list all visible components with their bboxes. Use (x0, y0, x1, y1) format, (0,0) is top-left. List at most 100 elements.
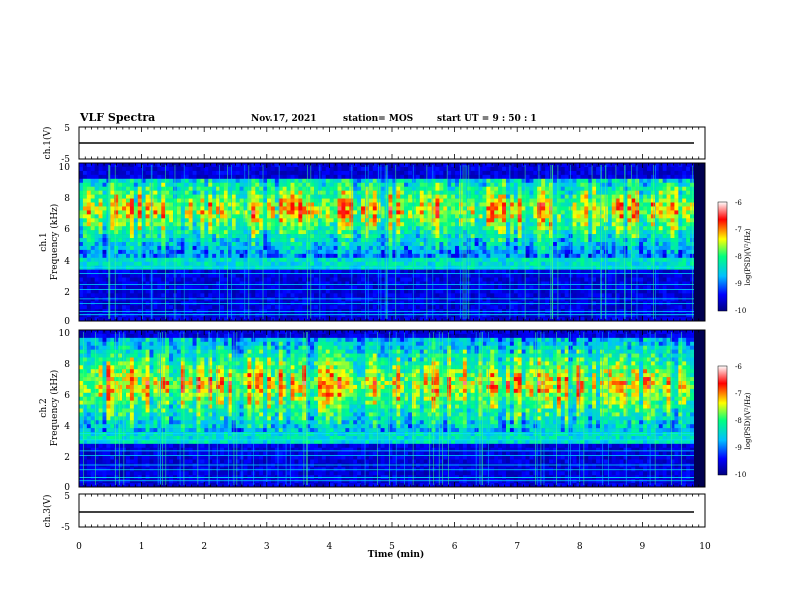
spectrogram-cell (502, 222, 507, 227)
spectrogram-cell (247, 214, 252, 219)
spectrogram-cell (208, 242, 213, 247)
spectrogram-cell (251, 230, 256, 235)
spectrogram-cell (392, 226, 397, 231)
spectrogram-cell (380, 238, 385, 243)
spectrogram-cell (133, 289, 139, 294)
spectrogram-cell (494, 242, 499, 247)
spectrogram-cell (204, 234, 209, 239)
spectrogram-cell (482, 186, 487, 191)
spectrogram-cell (220, 249, 225, 255)
spectrogram-cell (533, 163, 538, 168)
spectrogram-cell (545, 226, 550, 231)
spectrogram-cell (145, 234, 150, 239)
spectrogram-cell (176, 242, 182, 247)
spectrogram-cell (435, 257, 440, 263)
spectrogram-cell (329, 289, 334, 294)
spectrogram-cell (180, 253, 186, 259)
spectrogram-cell (133, 170, 139, 176)
spectrogram-cell (302, 226, 307, 231)
spectrogram-cell (423, 273, 428, 278)
spectrogram-cell (153, 293, 158, 298)
spectrogram-cell (212, 242, 217, 247)
spectrogram-cell (451, 313, 456, 318)
spectrogram-cell (498, 249, 503, 255)
spectrogram-cell (204, 289, 209, 294)
spectrogram-cell (302, 305, 307, 310)
spectrogram-cell (196, 317, 201, 322)
spectrogram-cell (239, 182, 244, 187)
spectrogram-cell (443, 293, 448, 298)
spectrogram-cell (447, 230, 452, 235)
spectrogram-cell (513, 206, 519, 211)
spectrogram-cell (227, 186, 233, 191)
spectrogram-cell (251, 242, 256, 247)
spectrogram-cell (337, 234, 342, 239)
spectrogram-cell (443, 226, 448, 231)
spectrogram-cell (474, 206, 479, 211)
spectrogram-cell (118, 317, 123, 322)
spectrogram-cell (278, 163, 283, 168)
spectrogram-cell (314, 218, 319, 223)
spectrogram-cell (294, 230, 299, 235)
spectrogram-cell (427, 273, 432, 278)
spectrogram-cell (482, 317, 487, 322)
spectrogram-cell (157, 289, 162, 294)
spectrogram-cell (321, 234, 327, 239)
spectrogram-cell (408, 285, 413, 290)
spectrogram-cell (415, 178, 421, 184)
spectrogram-cell (212, 281, 217, 286)
spectrogram-cell (231, 230, 236, 235)
spectrogram-cell (345, 194, 350, 199)
spectrogram-cell (458, 218, 464, 223)
spectrogram-cell (192, 289, 197, 294)
spectrogram-cell (525, 190, 530, 195)
spectrogram-cell (161, 178, 166, 184)
spectrogram-cell (486, 163, 491, 168)
spectrogram-cell (443, 285, 448, 290)
spectrogram-cell (302, 218, 307, 223)
spectrogram-cell (259, 249, 264, 255)
spectrogram-cell (533, 285, 538, 290)
spectrogram-cell (82, 305, 88, 310)
spectrogram-cell (541, 245, 546, 251)
spectrogram-cell (498, 305, 503, 310)
spectrogram-cell (325, 174, 330, 180)
spectrogram-cell (282, 182, 287, 187)
ch1-ylabel: ch.1(V) (42, 127, 53, 160)
spectrogram-cell (149, 210, 154, 215)
spectrogram-cell (196, 313, 201, 318)
spectrogram-cell (521, 285, 526, 290)
spectrogram-cell (157, 222, 162, 227)
spectrogram-cell (298, 273, 303, 278)
spectrogram-cell (165, 261, 170, 266)
spectrogram-cell (392, 174, 397, 180)
spectrogram-cell (200, 178, 205, 184)
spectrogram-cell (223, 305, 229, 310)
spectrogram-cell (216, 289, 221, 294)
spectrogram-cell (380, 230, 385, 235)
spectrogram-cell (118, 277, 123, 282)
spectrogram-cell (94, 305, 99, 310)
spectrogram-cell (357, 265, 362, 270)
spectrogram-cell (513, 305, 519, 310)
spectrogram-cell (368, 190, 374, 195)
spectrogram-cell (537, 186, 542, 191)
spectrogram-cell (333, 293, 338, 298)
spectrogram-cell (388, 317, 393, 322)
spectrogram-cell (94, 265, 99, 270)
spectrogram-cell (498, 178, 503, 184)
spectrogram-cell (153, 222, 158, 227)
spectrogram-cell (169, 222, 174, 227)
spectrogram-cell (482, 285, 487, 290)
spectrogram-cell (196, 234, 201, 239)
spectrogram-cell (458, 198, 464, 203)
spectrogram-cell (482, 194, 487, 199)
spectrogram-cell (165, 210, 170, 215)
spectrogram-cell (372, 178, 378, 184)
spectrogram-cell (110, 206, 115, 211)
spectrogram-cell (137, 249, 142, 255)
spectrogram-cell (239, 190, 244, 195)
spectrogram-cell (94, 163, 99, 168)
spectrogram-cell (298, 206, 303, 211)
spectrogram-cell (274, 277, 280, 282)
